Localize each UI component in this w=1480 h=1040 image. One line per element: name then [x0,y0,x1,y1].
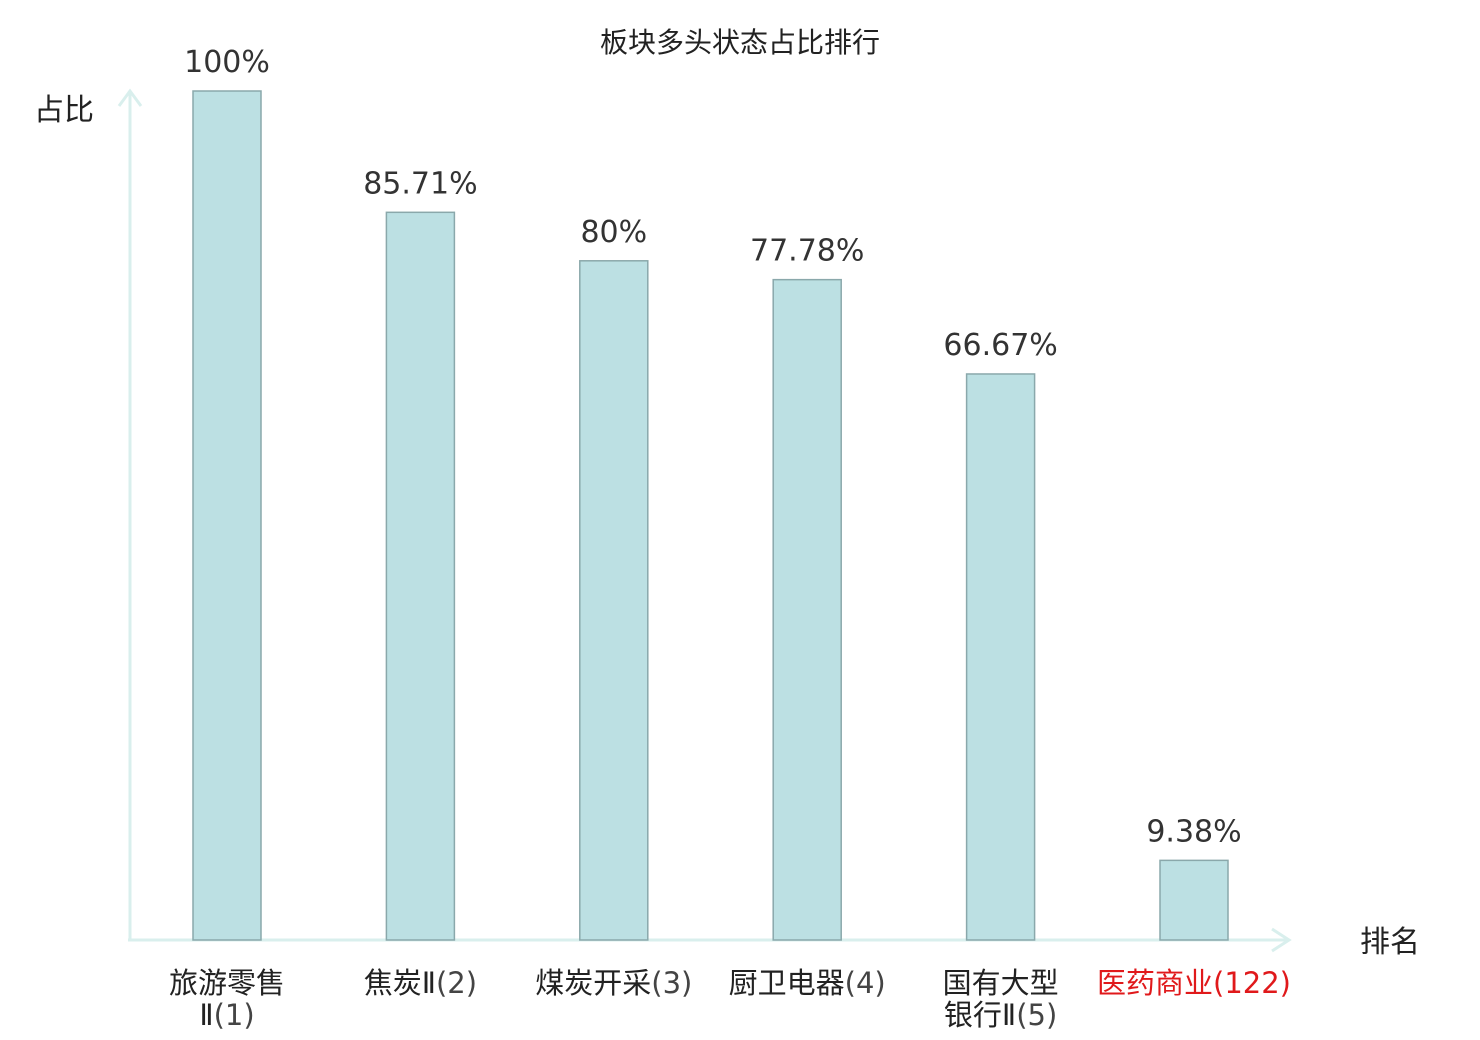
category-label-1: 旅游零售 Ⅱ(1) [169,966,285,1032]
value-label-3: 80% [580,215,647,250]
y-axis [117,88,143,940]
y-axis-arrow-icon [117,88,143,107]
value-label-2: 85.71% [363,166,477,201]
category-label-2: 焦炭Ⅱ(2) [364,966,477,1000]
bar-2 [385,211,456,941]
bar-3 [579,260,649,941]
bar-6 [1159,859,1229,941]
x-axis-label: 排名 [1360,925,1420,960]
bar-1 [192,90,262,941]
y-axis-label: 占比 [34,93,94,128]
category-label-4: 厨卫电器(4) [729,966,886,1000]
x-axis [128,927,1292,953]
value-label-1: 100% [184,45,270,80]
chart-title: 板块多头状态占比排行 [600,26,880,59]
category-label-3: 煤炭开采(3) [535,966,692,1000]
category-labels-group: 旅游零售 Ⅱ(1) 焦炭Ⅱ(2) 煤炭开采(3) 厨卫电器(4) 国有大型银行Ⅱ(5) 医药… [169,966,1291,1032]
value-label-5: 66.67% [943,328,1057,363]
category-label-5: 国有大型银行Ⅱ(5) [943,966,1059,1032]
x-axis-arrow-icon [1271,927,1292,953]
category-label-6: 医药商业(122) [1097,966,1291,1000]
value-label-6: 9.38% [1146,814,1241,849]
value-labels-group: 100% 85.71% 80% 77.78% 66.67% 9.38% [184,45,1242,849]
value-label-4: 77.78% [750,234,864,269]
bar-4 [772,278,842,941]
bars-group [192,90,1229,941]
bar-5 [965,373,1036,941]
